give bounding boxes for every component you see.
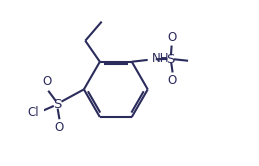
Text: NH: NH [152,52,169,65]
Text: Cl: Cl [28,106,39,119]
Text: S: S [167,52,175,66]
Text: O: O [55,121,64,134]
Text: O: O [167,31,176,44]
Text: O: O [168,74,177,87]
Text: S: S [53,98,62,111]
Text: O: O [42,75,51,88]
